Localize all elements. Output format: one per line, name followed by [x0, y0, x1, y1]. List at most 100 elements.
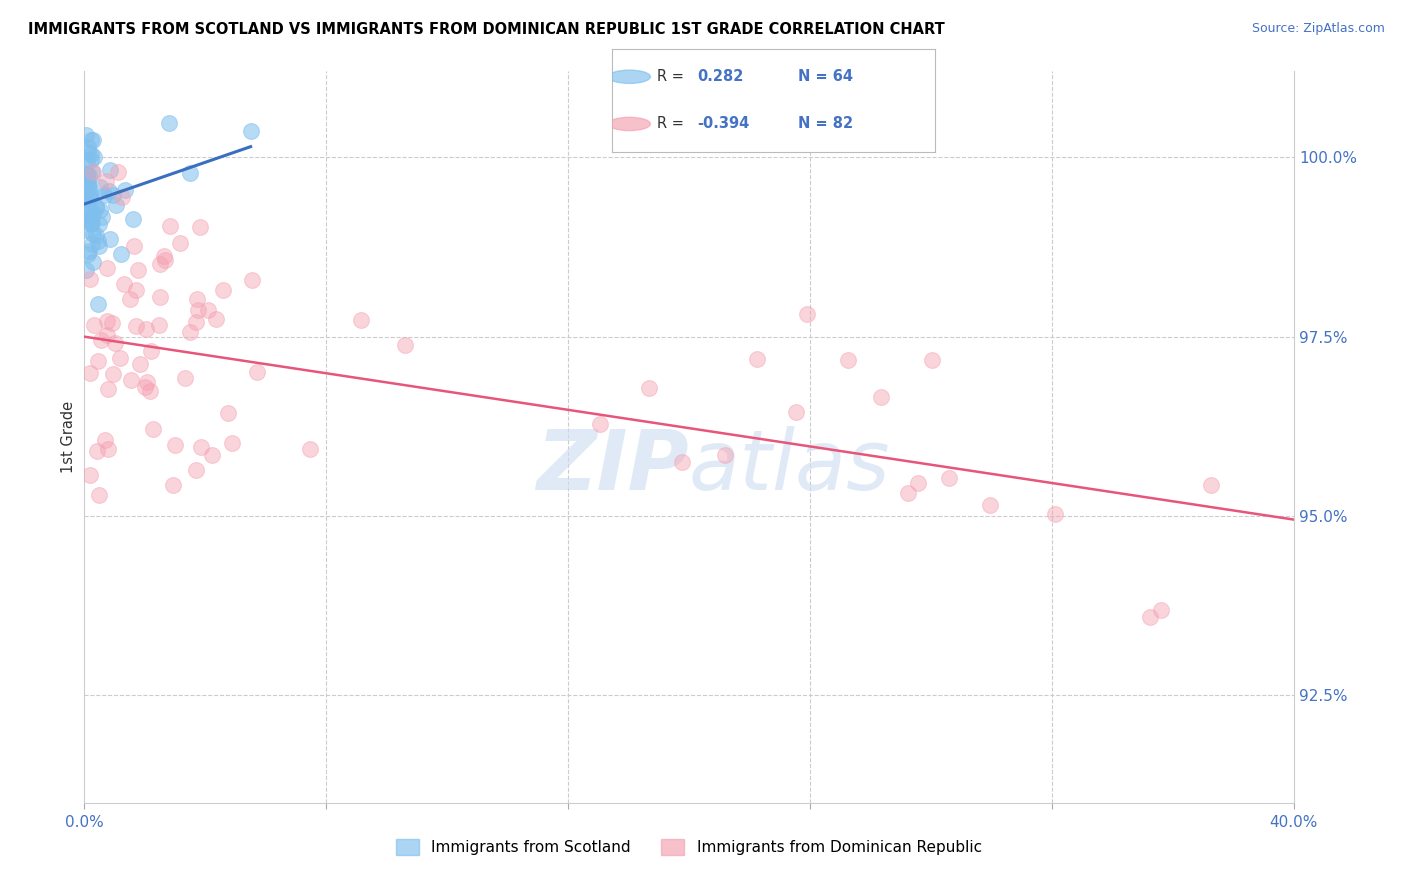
- Point: [205, 311, 228, 326]
- Point: [79, 186, 101, 201]
- Point: [98, 232, 121, 246]
- Point: [134, 380, 156, 394]
- Point: [87, 217, 110, 231]
- Point: [82, 133, 104, 147]
- Point: [105, 198, 128, 212]
- Point: [350, 312, 373, 326]
- Point: [173, 371, 195, 385]
- Point: [394, 337, 416, 351]
- Point: [907, 476, 929, 491]
- Text: -0.394: -0.394: [697, 117, 749, 131]
- Point: [1139, 609, 1161, 624]
- Point: [77, 140, 100, 154]
- Point: [79, 202, 101, 217]
- Point: [103, 368, 125, 382]
- Point: [80, 216, 103, 230]
- Point: [112, 277, 135, 291]
- Point: [98, 163, 121, 178]
- Point: [75, 128, 97, 142]
- Point: [127, 262, 149, 277]
- Point: [190, 441, 212, 455]
- Point: [1201, 477, 1223, 491]
- Text: N = 64: N = 64: [797, 70, 852, 84]
- Point: [110, 351, 132, 366]
- Point: [221, 435, 243, 450]
- Point: [870, 390, 893, 404]
- Point: [76, 169, 98, 183]
- Point: [77, 179, 100, 194]
- Point: [79, 468, 101, 483]
- Point: [149, 290, 172, 304]
- Point: [217, 406, 239, 420]
- Point: [142, 422, 165, 436]
- Point: [77, 247, 100, 261]
- Point: [80, 133, 103, 147]
- Point: [139, 384, 162, 398]
- Point: [938, 471, 960, 485]
- Point: [75, 184, 97, 198]
- Y-axis label: 1st Grade: 1st Grade: [60, 401, 76, 473]
- Point: [149, 257, 172, 271]
- Point: [80, 236, 103, 251]
- Point: [96, 314, 118, 328]
- Point: [97, 382, 120, 396]
- Point: [79, 214, 101, 228]
- Point: [86, 354, 108, 368]
- Point: [120, 373, 142, 387]
- Point: [796, 307, 818, 321]
- Text: 0.282: 0.282: [697, 70, 744, 84]
- Text: IMMIGRANTS FROM SCOTLAND VS IMMIGRANTS FROM DOMINICAN REPUBLIC 1ST GRADE CORRELA: IMMIGRANTS FROM SCOTLAND VS IMMIGRANTS F…: [28, 22, 945, 37]
- Point: [80, 153, 103, 167]
- Point: [157, 116, 180, 130]
- Point: [111, 190, 134, 204]
- Point: [89, 488, 111, 502]
- Point: [96, 328, 118, 343]
- Point: [162, 478, 184, 492]
- Point: [90, 333, 112, 347]
- Point: [897, 486, 920, 500]
- Point: [82, 227, 104, 242]
- Point: [87, 239, 110, 253]
- Point: [84, 200, 107, 214]
- Point: [179, 326, 201, 340]
- Text: ZIP: ZIP: [536, 425, 689, 507]
- Point: [83, 151, 105, 165]
- Point: [86, 444, 108, 458]
- Point: [197, 303, 219, 318]
- Point: [82, 165, 104, 179]
- Point: [979, 498, 1001, 512]
- Legend: Immigrants from Scotland, Immigrants from Dominican Republic: Immigrants from Scotland, Immigrants fro…: [389, 833, 988, 861]
- Point: [184, 315, 207, 329]
- Point: [1150, 603, 1173, 617]
- Point: [80, 204, 103, 219]
- Text: N = 82: N = 82: [797, 117, 852, 131]
- Point: [124, 319, 146, 334]
- Point: [128, 357, 150, 371]
- Point: [80, 213, 103, 227]
- Point: [94, 434, 117, 448]
- Point: [246, 364, 269, 378]
- Point: [141, 343, 163, 358]
- Point: [77, 192, 100, 206]
- Point: [125, 283, 148, 297]
- Point: [671, 455, 693, 469]
- Point: [169, 235, 191, 250]
- Point: [785, 404, 807, 418]
- Point: [90, 210, 112, 224]
- Point: [714, 449, 737, 463]
- Text: Source: ZipAtlas.com: Source: ZipAtlas.com: [1251, 22, 1385, 36]
- Point: [79, 168, 101, 182]
- Point: [80, 218, 103, 232]
- Point: [103, 336, 125, 351]
- Point: [83, 318, 105, 333]
- Point: [79, 366, 101, 380]
- Point: [188, 220, 211, 235]
- Point: [76, 204, 98, 219]
- Point: [80, 210, 103, 224]
- Point: [110, 246, 132, 260]
- Point: [1043, 507, 1066, 521]
- Point: [98, 184, 121, 198]
- Point: [121, 211, 143, 226]
- Point: [589, 417, 612, 431]
- Point: [94, 174, 117, 188]
